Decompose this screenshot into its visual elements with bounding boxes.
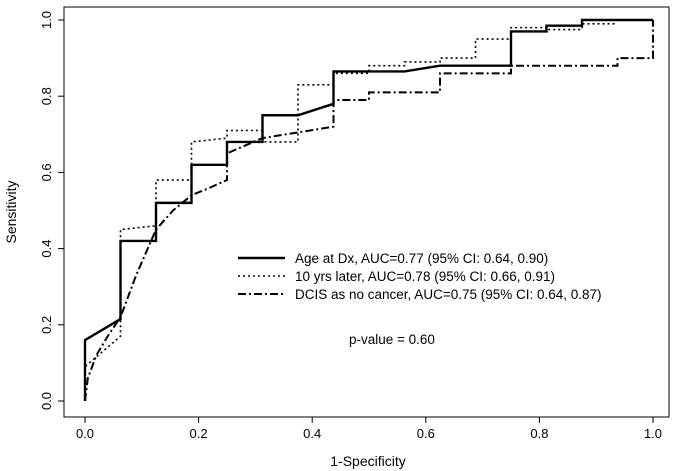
x-axis: 0.0 0.2 0.4 0.6 0.8 1.0	[76, 416, 662, 441]
x-axis-title: 1-Specificity	[330, 453, 405, 469]
y-tick-label: 0.2	[39, 316, 54, 334]
x-tick-label: 0.6	[417, 426, 435, 441]
x-tick-label: 0.8	[530, 426, 548, 441]
legend-label-dcis-as-no-cancer: DCIS as no cancer, AUC=0.75 (95% CI: 0.6…	[295, 287, 602, 302]
x-tick-label: 0.0	[76, 426, 94, 441]
y-tick-label: 0.0	[39, 392, 54, 410]
legend-label-10-yrs-later: 10 yrs later, AUC=0.78 (95% CI: 0.66, 0.…	[295, 269, 555, 284]
y-tick-label: 0.8	[39, 87, 54, 105]
series-dcis-as-no-cancer	[84, 20, 654, 402]
x-tick-label: 1.0	[644, 426, 662, 441]
p-value-annotation: p-value = 0.60	[349, 332, 435, 347]
legend: Age at Dx, AUC=0.77 (95% CI: 0.64, 0.90)…	[238, 251, 602, 302]
x-tick-label: 0.2	[190, 426, 208, 441]
y-tick-label: 1.0	[39, 11, 54, 29]
legend-label-age-at-dx: Age at Dx, AUC=0.77 (95% CI: 0.64, 0.90)	[295, 251, 548, 266]
plot-frame	[63, 6, 670, 418]
y-axis: 0.0 0.2 0.4 0.6 0.8 1.0	[39, 11, 65, 410]
y-tick-label: 0.4	[39, 240, 54, 258]
y-axis-title: Sensitivity	[3, 180, 19, 243]
series-age-at-dx	[83, 18, 653, 401]
roc-curves	[83, 18, 654, 402]
y-tick-label: 0.6	[39, 163, 54, 181]
series-10-yrs-later	[84, 23, 618, 401]
x-tick-label: 0.4	[303, 426, 321, 441]
